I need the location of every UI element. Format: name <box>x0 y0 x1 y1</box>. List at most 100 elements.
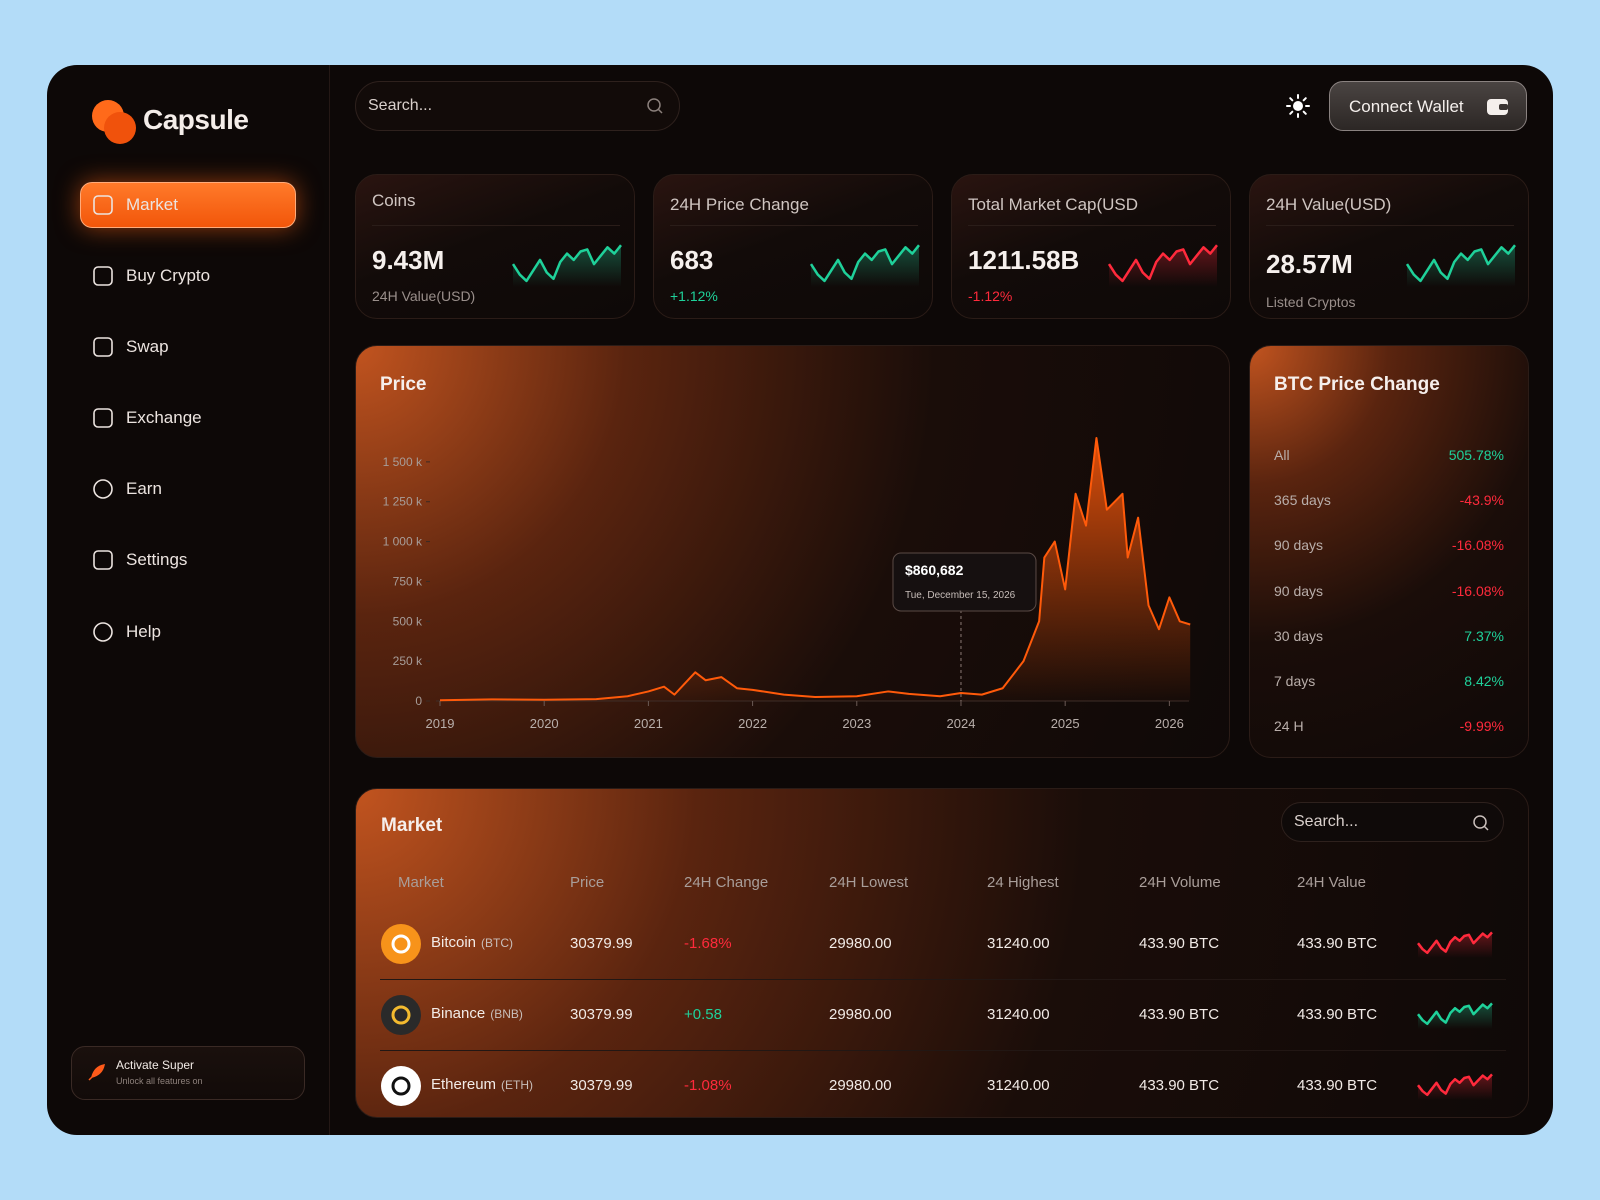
top-search[interactable]: Search... <box>355 81 680 131</box>
stat-value: 9.43M <box>372 245 445 275</box>
price-chart-card: Price 0 250 k 500 k 750 k 1 000 k 1 250 k 1 500… <box>355 345 1230 758</box>
nav-icon <box>93 195 113 215</box>
y-tick-label: 0 <box>415 694 422 708</box>
coin-name: Ethereum (ETH) <box>431 1076 533 1093</box>
row-sparkline <box>1417 1073 1493 1100</box>
tooltip-box <box>892 552 1037 612</box>
x-tick-label: 2023 <box>842 716 871 731</box>
coin-circle <box>381 1066 421 1106</box>
logo-circle <box>104 112 136 144</box>
nav-active-bg[interactable] <box>80 182 296 228</box>
stat-divider <box>968 225 1216 226</box>
stat-value: 1211.58B <box>968 245 1080 275</box>
price-area <box>440 437 1191 701</box>
nav-icon-shape <box>93 195 113 215</box>
nav-item[interactable]: Exchange <box>126 408 202 427</box>
spark-area <box>1418 1074 1492 1100</box>
y-tick-label: 1 250 k <box>383 495 423 509</box>
cell-value: 433.90 BTC <box>1297 935 1378 952</box>
row-divider <box>380 979 1506 980</box>
period-label: 365 days <box>1274 492 1331 509</box>
spark-line <box>1417 931 1493 955</box>
spark-line <box>1405 244 1516 283</box>
wallet-shape <box>1487 99 1508 115</box>
stat-sparkline <box>1405 244 1516 287</box>
spark-line <box>1417 1002 1493 1026</box>
nav-icon-shape <box>93 408 113 428</box>
row-divider <box>380 1050 1506 1051</box>
column-header: 24H Value <box>1297 874 1366 891</box>
stat-card: 24H Price Change 683 +1.12% <box>653 174 933 319</box>
connect-wallet-button[interactable]: Connect Wallet <box>1329 81 1527 131</box>
coin-symbol: (BTC) <box>481 936 514 950</box>
spark-area <box>811 245 919 287</box>
spark-line <box>511 244 622 283</box>
period-change: -9.99% <box>1459 718 1504 735</box>
stat-value: 683 <box>670 245 714 275</box>
x-tick-label: 2026 <box>1155 716 1184 731</box>
period-change: -16.08% <box>1451 537 1504 554</box>
nav-icon <box>93 266 113 286</box>
promo-icon <box>88 1064 105 1081</box>
coin-title: Ethereum <box>431 1076 497 1093</box>
stat-card: Coins 9.43M 24H Value(USD) <box>355 174 635 319</box>
coin-circle <box>381 995 421 1035</box>
coin-icon <box>381 1066 421 1106</box>
cell-volume: 433.90 BTC <box>1139 1006 1220 1023</box>
nav-item[interactable]: Buy Crypto <box>126 266 211 285</box>
x-tick-label: 2020 <box>530 716 559 731</box>
search-handle <box>1483 825 1489 831</box>
period-label: 7 days <box>1274 673 1316 689</box>
y-tick-label: 1 000 k <box>383 535 423 549</box>
search-handle <box>657 108 663 114</box>
sidebar-divider <box>329 65 330 1135</box>
coin-mark <box>391 1005 411 1025</box>
nav-icon-shape <box>93 337 113 357</box>
promo-box[interactable]: Activate Super Unlock all features on <box>71 1046 305 1100</box>
stat-sparkline <box>511 244 622 287</box>
market-search[interactable]: Search... <box>1281 802 1504 842</box>
stat-title: Total Market Cap(USD <box>968 195 1139 214</box>
coin-icon <box>381 995 421 1035</box>
period-label: 24 H <box>1274 718 1304 735</box>
promo-title: Activate Super <box>116 1058 195 1072</box>
coin-name: Binance (BNB) <box>431 1005 523 1022</box>
coin-name: Bitcoin (BTC) <box>431 934 513 951</box>
spark-area <box>1418 932 1492 958</box>
cell-low: 29980.00 <box>829 1077 892 1094</box>
cell-volume: 433.90 BTC <box>1139 935 1220 952</box>
nav-item[interactable]: Swap <box>126 337 169 356</box>
nav-item[interactable]: Market <box>126 195 178 214</box>
search-glass <box>647 98 661 112</box>
nav-icon-shape <box>93 622 113 642</box>
cell-change: +0.58 <box>684 1006 722 1023</box>
stat-title: Coins <box>372 191 416 210</box>
x-tick-label: 2024 <box>947 716 976 731</box>
promo-subtitle: Unlock all features on <box>116 1076 203 1086</box>
wallet-clasp <box>1499 104 1508 110</box>
connect-wallet-label: Connect Wallet <box>1349 97 1464 116</box>
nav-item[interactable]: Help <box>126 622 161 641</box>
nav-item[interactable]: Earn <box>126 479 162 498</box>
stat-sparkline <box>809 244 920 287</box>
column-header: 24H Change <box>684 874 769 891</box>
x-tick-label: 2022 <box>738 716 767 731</box>
period-label: 30 days <box>1274 627 1324 644</box>
rocket <box>88 1064 105 1081</box>
cell-low: 29980.00 <box>829 935 892 952</box>
nav-icon <box>93 550 113 570</box>
search-icon <box>1473 815 1489 831</box>
cell-change: -1.08% <box>684 1077 732 1094</box>
nav-item[interactable]: Settings <box>126 550 188 569</box>
tooltip-date: Tue, December 15, 2026 <box>905 590 1016 601</box>
cell-low: 29980.00 <box>829 1006 892 1023</box>
cell-price: 30379.99 <box>570 1077 633 1094</box>
stat-sub: 24H Value(USD) <box>372 288 476 304</box>
nav-icon-shape <box>93 479 113 499</box>
cell-high: 31240.00 <box>987 935 1050 952</box>
spark-area <box>1418 1003 1492 1029</box>
spark-line <box>809 244 920 283</box>
cell-value: 433.90 BTC <box>1297 1077 1378 1094</box>
price-chart: 0 250 k 500 k 750 k 1 000 k 1 250 k 1 500 k 201… <box>383 436 1191 731</box>
